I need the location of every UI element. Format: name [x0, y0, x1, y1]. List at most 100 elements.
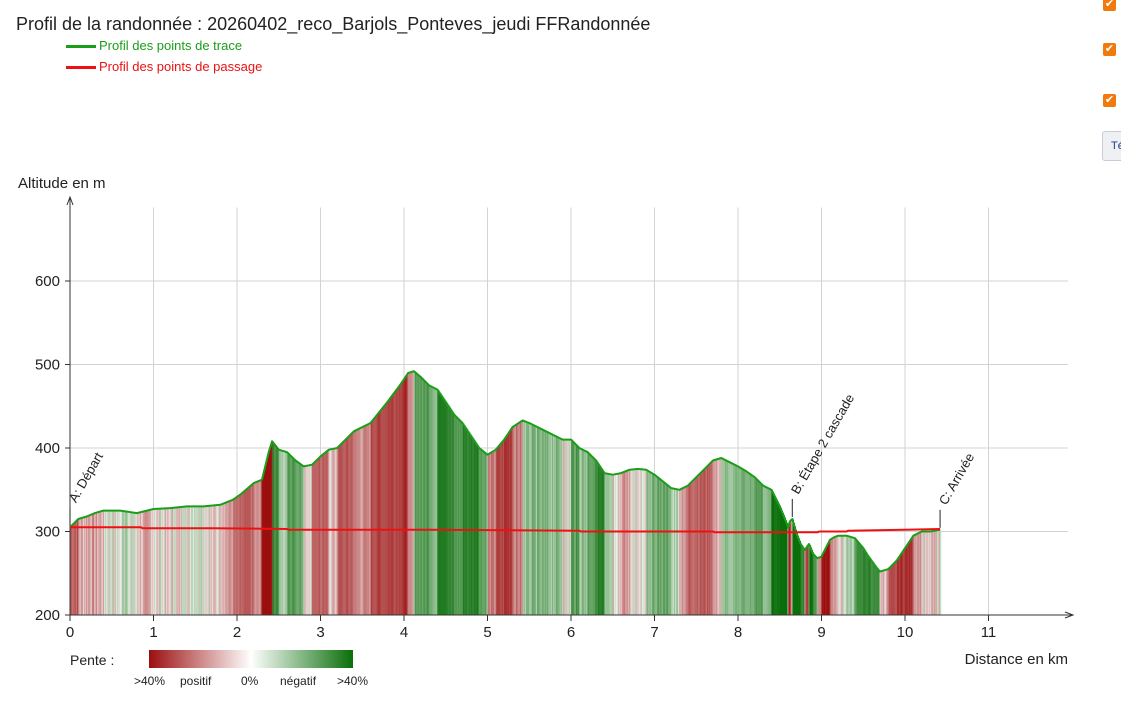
- slope-stripe: [759, 481, 761, 615]
- slope-stripe: [275, 445, 278, 615]
- slope-stripe: [525, 421, 528, 615]
- slope-stripe: [118, 510, 120, 615]
- slope-stripe: [122, 510, 124, 615]
- slope-stripe: [850, 536, 853, 615]
- option-checkbox-2[interactable]: ✔: [1103, 43, 1116, 56]
- slope-stripe: [90, 515, 92, 615]
- slope-stripe: [208, 505, 210, 615]
- slope-stripe: [557, 437, 560, 615]
- slope-stripe: [468, 432, 471, 615]
- slope-stripe: [882, 570, 885, 615]
- slope-stripe: [137, 513, 139, 615]
- slope-stripe: [791, 519, 794, 615]
- slope-stripe: [331, 449, 334, 615]
- slope-stripe: [607, 473, 609, 615]
- slope-stripe: [294, 459, 297, 615]
- slope-stripe: [355, 430, 358, 615]
- x-tick-label: 8: [734, 624, 742, 641]
- slope-stripe: [872, 562, 875, 615]
- page-title: Profil de la randonnée : 20260402_reco_B…: [16, 14, 651, 34]
- slope-stripe: [162, 508, 164, 615]
- slope-stripe: [220, 504, 222, 615]
- slope-legend-title: Pente :: [70, 652, 114, 668]
- slope-stripe: [469, 433, 472, 615]
- slope-stripe: [622, 472, 624, 615]
- slope-stripe: [877, 568, 880, 615]
- slope-stripe: [264, 470, 266, 615]
- slope-stripe: [899, 556, 902, 615]
- slope-stripe: [372, 420, 375, 615]
- slope-stripe: [812, 552, 815, 615]
- slope-stripe: [216, 505, 218, 615]
- slope-stripe: [801, 545, 804, 615]
- slope-stripe: [484, 452, 487, 615]
- option-checkbox-3[interactable]: ✔: [1103, 94, 1116, 107]
- slope-stripe: [528, 422, 531, 615]
- legend-passage-label: Profil des points de passage: [99, 59, 263, 74]
- slope-stripe: [540, 428, 543, 615]
- slope-stripe: [610, 474, 612, 615]
- slope-stripe: [165, 508, 167, 615]
- slope-stripe: [535, 426, 538, 615]
- slope-stripe: [545, 431, 548, 615]
- slope-stripe: [538, 427, 541, 615]
- slope-stripe: [310, 465, 313, 615]
- slope-stripe: [928, 531, 931, 615]
- slope-stripe: [144, 511, 146, 615]
- slope-stripe: [386, 402, 389, 615]
- slope-stripe: [450, 409, 453, 615]
- slope-stripe: [888, 568, 891, 615]
- slope-stripe: [121, 510, 123, 615]
- download-button[interactable]: Té: [1102, 131, 1121, 161]
- slope-stripe: [226, 502, 228, 615]
- slope-stripe: [744, 470, 746, 615]
- slope-stripe: [807, 546, 810, 615]
- x-axis-label: Distance en km: [965, 651, 1068, 668]
- slope-stripe: [663, 481, 665, 615]
- slope-stripe: [865, 551, 868, 615]
- slope-stripe: [116, 510, 118, 615]
- slope-stripe: [225, 502, 227, 615]
- slope-stripe: [793, 522, 796, 615]
- slope-stripe: [155, 508, 157, 615]
- slope-stripe: [236, 497, 238, 615]
- slope-stripe: [591, 455, 593, 615]
- slope-stripe: [646, 469, 648, 615]
- slope-stripe: [478, 447, 481, 615]
- slope-stripe: [464, 426, 467, 615]
- slope-stripe: [363, 426, 366, 615]
- slope-stripe: [278, 449, 281, 615]
- slope-stripe: [142, 511, 144, 615]
- slope-stripe: [860, 544, 863, 615]
- slope-stripe: [82, 517, 84, 615]
- slope-stripe: [756, 478, 758, 615]
- slope-stripe: [321, 455, 324, 615]
- slope-stripe: [160, 508, 162, 615]
- waypoint-label: C: Arrivée: [936, 450, 978, 507]
- slope-stripe: [420, 377, 423, 615]
- x-axis-arrow: [1064, 611, 1075, 619]
- slope-stripe: [479, 448, 482, 615]
- slope-stripe: [92, 514, 94, 615]
- slope-stripe: [902, 551, 905, 615]
- slope-stripe: [572, 440, 574, 615]
- slope-stripe: [455, 416, 458, 615]
- slope-stripe: [482, 450, 485, 615]
- slope-stripe: [649, 471, 651, 615]
- slope-stripe: [514, 425, 517, 615]
- slope-stripe: [873, 563, 876, 615]
- slope-stripe: [871, 560, 874, 615]
- slope-stripe: [682, 488, 684, 615]
- option-checkbox-1[interactable]: ✔: [1103, 0, 1116, 11]
- slope-stripe: [915, 534, 918, 615]
- slope-stripe: [550, 433, 553, 615]
- slope-stripe: [95, 513, 97, 615]
- slope-stripe: [754, 476, 756, 615]
- slope-stripe: [350, 434, 353, 615]
- slope-stripe: [673, 488, 675, 615]
- slope-stripe: [102, 511, 104, 615]
- slope-stripe: [125, 511, 127, 615]
- slope-stripe: [388, 400, 391, 615]
- slope-stripe: [852, 537, 855, 615]
- slope-stripe: [171, 508, 173, 615]
